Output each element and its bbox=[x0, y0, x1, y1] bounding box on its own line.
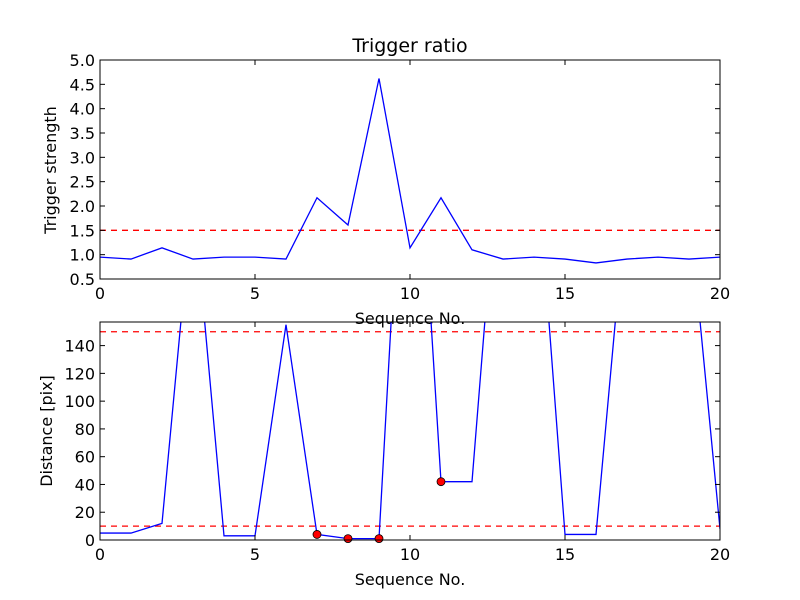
y-tick-label: 4.0 bbox=[70, 100, 95, 119]
x-tick-label: 0 bbox=[95, 284, 105, 303]
y-ticks: 0 20 40 60 80 100 120 140 bbox=[64, 337, 720, 550]
data-point-marker bbox=[343, 534, 353, 544]
red-markers bbox=[312, 477, 446, 544]
x-axis-label: Sequence No. bbox=[355, 570, 466, 589]
plot-area-frame bbox=[99, 321, 721, 541]
x-axis-label: Sequence No. bbox=[355, 309, 466, 328]
x-tick-label: 15 bbox=[555, 545, 575, 564]
y-tick-label: 120 bbox=[64, 364, 95, 383]
x-tick-label: 10 bbox=[400, 284, 420, 303]
series-line bbox=[100, 78, 720, 264]
y-axis-label: Distance [pix] bbox=[37, 375, 56, 487]
x-ticks: 0 5 10 15 20 bbox=[95, 322, 730, 564]
x-tick-label: 5 bbox=[250, 284, 260, 303]
data-point-marker bbox=[374, 534, 384, 544]
y-tick-label: 60 bbox=[75, 448, 95, 467]
y-tick-label: 1.5 bbox=[70, 221, 95, 240]
x-tick-label: 10 bbox=[400, 545, 420, 564]
data-point-marker bbox=[312, 530, 322, 539]
series-lines bbox=[100, 322, 720, 540]
x-ticks: 0 5 10 15 20 bbox=[95, 60, 730, 303]
y-tick-label: 40 bbox=[75, 475, 95, 494]
x-tick-label: 0 bbox=[95, 545, 105, 564]
x-tick-label: 20 bbox=[710, 284, 730, 303]
y-tick-label: 100 bbox=[64, 392, 95, 411]
y-tick-label: 2.0 bbox=[70, 197, 95, 216]
y-tick-label: 1.0 bbox=[70, 246, 95, 265]
y-tick-label: 2.5 bbox=[70, 173, 95, 192]
y-axis-label: Trigger strength bbox=[41, 106, 60, 235]
y-tick-label: 0.5 bbox=[70, 270, 95, 289]
x-tick-label: 20 bbox=[710, 545, 730, 564]
x-tick-label: 5 bbox=[250, 545, 260, 564]
y-tick-label: 3.0 bbox=[70, 148, 95, 167]
y-tick-label: 0 bbox=[85, 531, 95, 550]
data-point-marker bbox=[436, 477, 446, 487]
y-tick-label: 80 bbox=[75, 420, 95, 439]
y-tick-label: 20 bbox=[75, 503, 95, 522]
subplot-distance: 0 5 10 15 20 0 20 40 60 80 100 120 140 Sequence No.… bbox=[37, 321, 730, 589]
y-tick-label: 3.5 bbox=[70, 124, 95, 143]
subplot-trigger-ratio: Trigger ratio 0 5 10 15 20 0.5 1.0 1.5 2.0 2.5 3.… bbox=[41, 35, 730, 328]
chart-title: Trigger ratio bbox=[351, 35, 467, 57]
y-tick-label: 5.0 bbox=[70, 51, 95, 70]
y-ticks: 0.5 1.0 1.5 2.0 2.5 3.0 3.5 4.0 4.5 5.0 bbox=[70, 51, 720, 289]
series-lines bbox=[100, 78, 720, 264]
threshold-lines bbox=[100, 331, 720, 527]
y-tick-label: 4.5 bbox=[70, 75, 95, 94]
x-tick-label: 15 bbox=[555, 284, 575, 303]
series-line bbox=[100, 322, 720, 540]
y-tick-label: 140 bbox=[64, 337, 95, 356]
